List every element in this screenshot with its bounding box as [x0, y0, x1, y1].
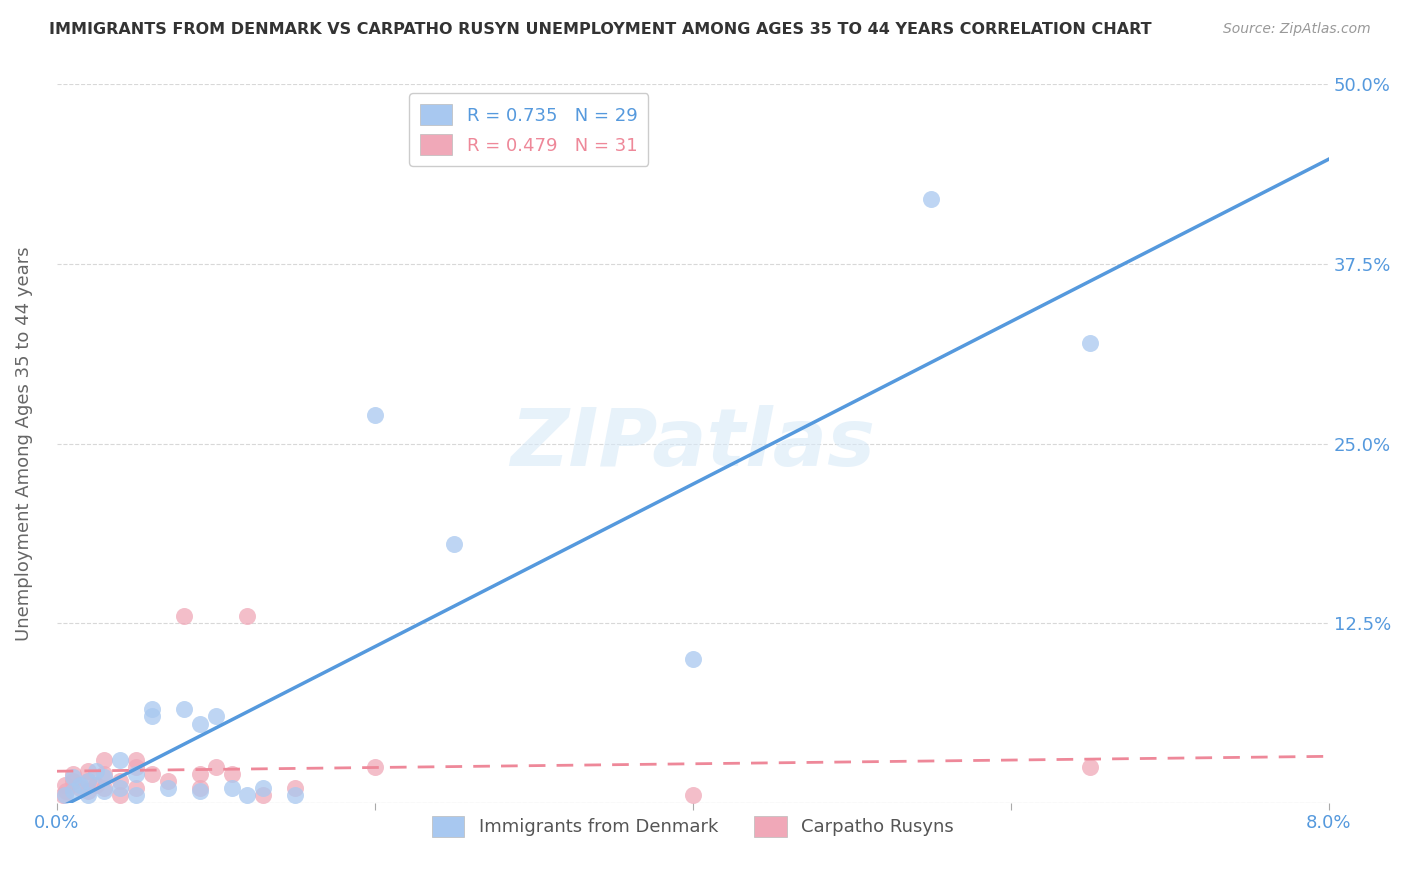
Point	[77, 789, 100, 803]
Point	[188, 716, 211, 731]
Point	[284, 781, 307, 796]
Point	[1078, 336, 1101, 351]
Point	[284, 789, 307, 803]
Point	[141, 767, 163, 781]
Point	[52, 789, 75, 803]
Point	[125, 760, 148, 774]
Point	[62, 767, 84, 781]
Point	[77, 774, 100, 789]
Point	[141, 702, 163, 716]
Point	[236, 789, 259, 803]
Point	[93, 781, 115, 796]
Point	[221, 781, 243, 796]
Y-axis label: Unemployment Among Ages 35 to 44 years: Unemployment Among Ages 35 to 44 years	[15, 246, 32, 640]
Point	[125, 752, 148, 766]
Point	[1078, 760, 1101, 774]
Point	[110, 789, 132, 803]
Point	[55, 784, 77, 798]
Point	[93, 752, 115, 766]
Point	[188, 784, 211, 798]
Point	[62, 774, 84, 789]
Point	[204, 709, 226, 723]
Point	[69, 781, 91, 796]
Point	[53, 778, 76, 792]
Point	[125, 781, 148, 796]
Point	[682, 789, 704, 803]
Point	[363, 408, 385, 422]
Legend: R = 0.735   N = 29, R = 0.479   N = 31: R = 0.735 N = 29, R = 0.479 N = 31	[409, 94, 648, 166]
Point	[86, 764, 108, 778]
Point	[221, 767, 243, 781]
Point	[173, 702, 195, 716]
Point	[69, 778, 91, 792]
Point	[77, 764, 100, 778]
Point	[443, 537, 465, 551]
Text: ZIPatlas: ZIPatlas	[510, 404, 875, 483]
Point	[188, 781, 211, 796]
Point	[125, 789, 148, 803]
Point	[156, 774, 179, 789]
Point	[53, 789, 76, 803]
Point	[363, 760, 385, 774]
Point	[920, 192, 942, 206]
Point	[62, 784, 84, 798]
Point	[141, 709, 163, 723]
Point	[125, 767, 148, 781]
Point	[86, 778, 108, 792]
Point	[188, 767, 211, 781]
Point	[62, 770, 84, 784]
Point	[93, 770, 115, 784]
Point	[204, 760, 226, 774]
Text: IMMIGRANTS FROM DENMARK VS CARPATHO RUSYN UNEMPLOYMENT AMONG AGES 35 TO 44 YEARS: IMMIGRANTS FROM DENMARK VS CARPATHO RUSY…	[49, 22, 1152, 37]
Point	[156, 781, 179, 796]
Point	[682, 652, 704, 666]
Point	[236, 608, 259, 623]
Point	[110, 781, 132, 796]
Point	[252, 789, 274, 803]
Point	[77, 774, 100, 789]
Point	[173, 608, 195, 623]
Point	[252, 781, 274, 796]
Point	[110, 752, 132, 766]
Point	[93, 784, 115, 798]
Text: Source: ZipAtlas.com: Source: ZipAtlas.com	[1223, 22, 1371, 37]
Point	[77, 784, 100, 798]
Point	[93, 767, 115, 781]
Point	[110, 774, 132, 789]
